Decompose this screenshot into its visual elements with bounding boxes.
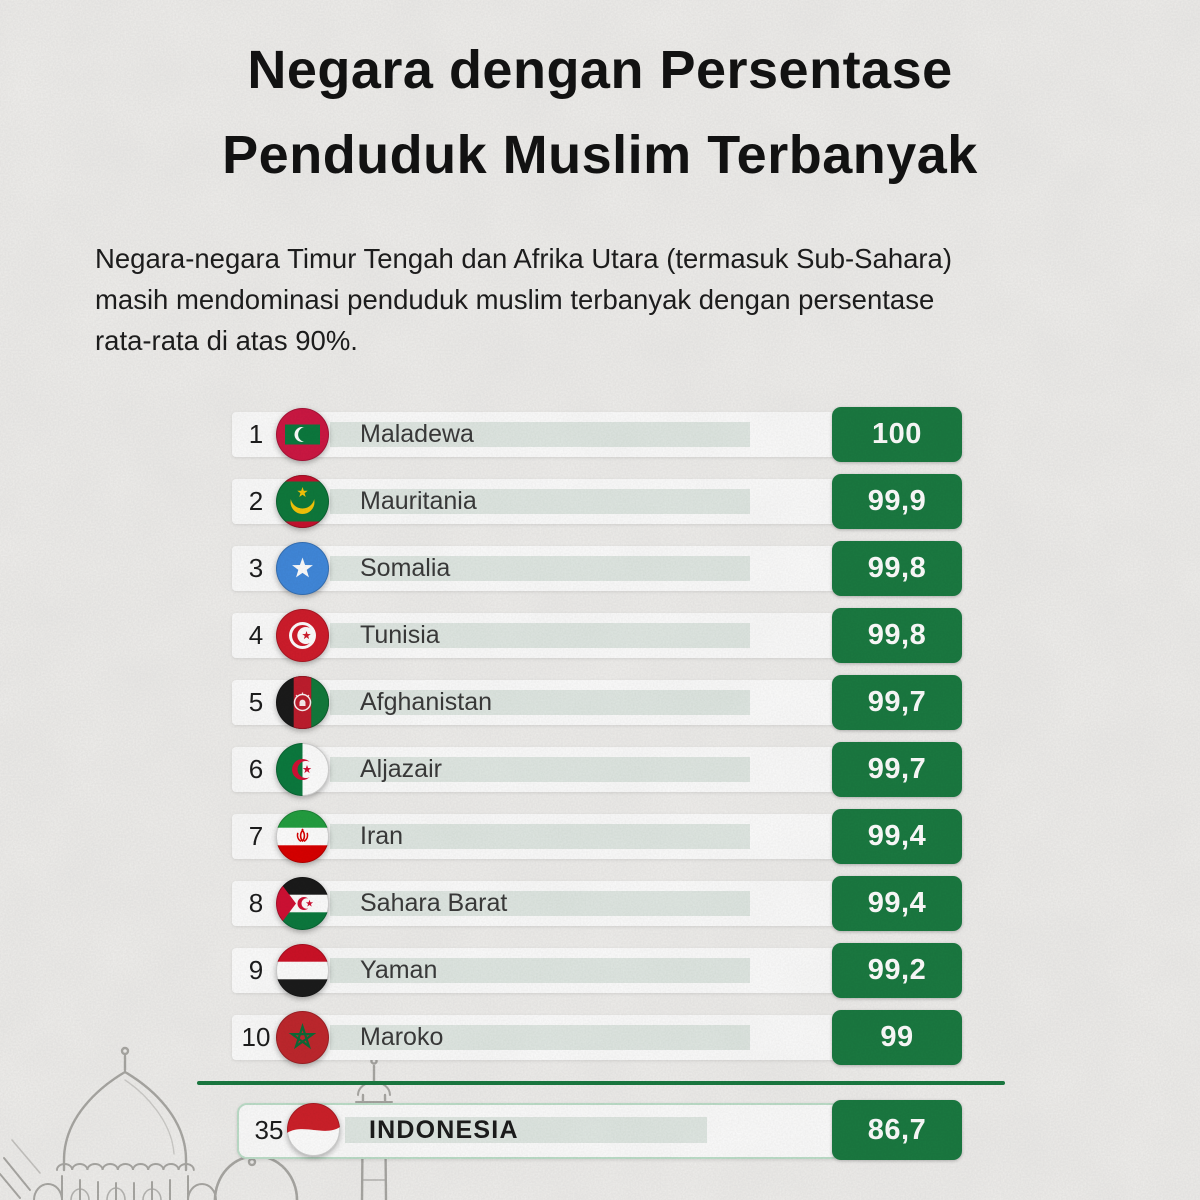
value-badge: 99 [832, 1010, 962, 1065]
morocco-flag-icon [276, 1011, 329, 1064]
rank-row: 7 Iran 99,4 [232, 809, 962, 864]
rank-number: 10 [241, 1022, 271, 1052]
afghanistan-flag-icon [276, 676, 329, 729]
tunisia-flag-icon [276, 609, 329, 662]
country-name-label: Aljazair [360, 755, 442, 783]
value-badge: 99,4 [832, 876, 962, 931]
country-name-label: Afghanistan [360, 688, 493, 716]
rank-number: 4 [248, 620, 264, 650]
rank-row: 5 Afghanistan 99,7 [232, 675, 962, 730]
western-sahara-flag-icon [276, 877, 329, 930]
value-badge: 100 [832, 407, 962, 462]
country-name-label: Sahara Barat [360, 889, 508, 917]
rank-number: 9 [248, 955, 264, 985]
country-name-label: Tunisia [360, 621, 440, 649]
maldives-flag-icon [276, 408, 329, 461]
value-badge: 99,2 [832, 943, 962, 998]
rank-row: 10 Maroko 99 [232, 1010, 962, 1065]
page-title: Negara dengan Persentase Penduduk Muslim… [0, 28, 1200, 198]
algeria-flag-icon [276, 743, 329, 796]
rank-number: 35 [254, 1115, 284, 1145]
divider-line [197, 1081, 1005, 1085]
country-name-label: Maroko [360, 1023, 444, 1051]
rank-row: 8 Sahara Barat 99,4 [232, 876, 962, 931]
rank-row: 6 Aljazair 99,7 [232, 742, 962, 797]
country-name-label: Maladewa [360, 420, 474, 448]
somalia-flag-icon [276, 542, 329, 595]
rank-row: 4 Tunisia 99,8 [232, 608, 962, 663]
value-badge: 99,8 [832, 541, 962, 596]
rank-number: 2 [248, 486, 264, 516]
value-badge: 86,7 [832, 1100, 962, 1160]
rank-row: 9 Yaman 99,2 [232, 943, 962, 998]
rank-number: 1 [248, 419, 264, 449]
mauritania-flag-icon [276, 475, 329, 528]
value-badge: 99,7 [832, 742, 962, 797]
value-badge: 99,8 [832, 608, 962, 663]
country-name-label: Yaman [360, 956, 438, 984]
country-name-label: Iran [360, 822, 404, 850]
rank-row: 1 Maladewa 100 [232, 407, 962, 462]
page-title-line1: Negara dengan Persentase [247, 40, 953, 100]
value-badge: 99,4 [832, 809, 962, 864]
iran-flag-icon [276, 810, 329, 863]
page-subtitle: Negara-negara Timur Tengah dan Afrika Ut… [95, 243, 953, 356]
value-badge: 99,9 [832, 474, 962, 529]
rank-number: 8 [248, 888, 264, 918]
country-name-label: Mauritania [360, 487, 477, 515]
rank-number: 6 [248, 754, 264, 784]
rank-row: 3 Somalia 99,8 [232, 541, 962, 596]
country-name-label: INDONESIA [369, 1116, 519, 1144]
ranking-list: 1 Maladewa 100 2 [232, 407, 962, 1077]
rank-number: 3 [248, 553, 264, 583]
rank-row: 2 Mauritania 99,9 [232, 474, 962, 529]
rank-number: 7 [248, 821, 264, 851]
yemen-flag-icon [276, 944, 329, 997]
highlight-row-indonesia: 35 INDONESIA 86,7 [237, 1100, 962, 1160]
page-title-line2: Penduduk Muslim Terbanyak [222, 125, 978, 185]
rank-number: 5 [248, 687, 264, 717]
value-badge: 99,7 [832, 675, 962, 730]
country-name-label: Somalia [360, 554, 451, 582]
indonesia-flag-icon [287, 1103, 340, 1156]
